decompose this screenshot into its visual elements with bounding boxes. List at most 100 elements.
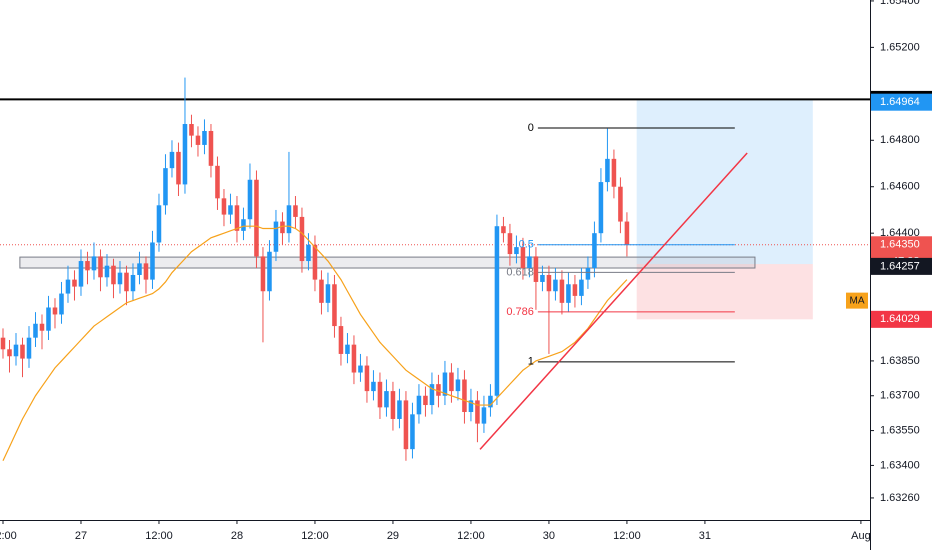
- y-tick-label: 1.65400: [880, 0, 920, 7]
- candle-body: [247, 179, 253, 220]
- candle-body: [514, 247, 519, 255]
- x-tick-label: 30: [543, 530, 555, 542]
- candle-body: [241, 219, 246, 231]
- y-tick-label: 1.63550: [880, 424, 920, 436]
- candle-body: [501, 226, 506, 234]
- x-tick-label: 12:00: [301, 530, 329, 542]
- candle-body: [546, 274, 552, 292]
- trendline: [479, 152, 748, 450]
- candle-body: [280, 221, 285, 234]
- candle-body: [215, 165, 220, 199]
- candle-body: [306, 244, 311, 262]
- candle-body: [39, 323, 45, 331]
- candle-body: [449, 372, 454, 392]
- candle-body: [332, 284, 337, 327]
- zone: [19, 256, 756, 269]
- candle-body: [358, 365, 363, 373]
- y-tick-label: 1.64800: [880, 134, 920, 146]
- y-tick-label: 1.64600: [880, 181, 920, 193]
- candle-body: [13, 344, 19, 357]
- candle-body: [260, 256, 266, 292]
- candle-body: [410, 414, 415, 450]
- candle-body: [143, 263, 149, 280]
- x-tick-label: 12:00: [0, 530, 17, 542]
- candle-body: [416, 395, 422, 415]
- candle-body: [169, 151, 175, 169]
- candle-body: [156, 205, 162, 243]
- candle-body: [618, 186, 623, 222]
- candle-body: [384, 391, 389, 408]
- x-tick-label: Aug: [851, 530, 871, 542]
- x-tick-label: 28: [231, 530, 243, 542]
- candle-body: [163, 168, 168, 206]
- candle-body: [527, 256, 532, 269]
- candle-body: [85, 261, 90, 271]
- price-label-box: [871, 310, 932, 328]
- candle-body: [189, 124, 194, 136]
- ma-label: MA: [850, 295, 865, 306]
- candle-body: [26, 337, 32, 359]
- candle-body: [553, 279, 558, 292]
- candle-body: [390, 391, 396, 419]
- candle-body: [293, 205, 298, 217]
- candle-body: [325, 284, 331, 303]
- candle-body: [111, 265, 116, 285]
- price-label-box: [871, 93, 932, 111]
- candle-body: [494, 226, 500, 396]
- candle-body: [429, 384, 435, 406]
- candle-body: [319, 279, 324, 303]
- x-tick-label: 27: [75, 530, 87, 542]
- candle-body: [442, 372, 448, 396]
- candle-body: [364, 365, 370, 392]
- candle-body: [475, 400, 480, 424]
- candle-body: [46, 307, 51, 331]
- candle-body: [371, 381, 376, 392]
- candle-body: [176, 151, 181, 185]
- x-tick-label: 31: [699, 530, 711, 542]
- price-label: 1.64029: [880, 313, 920, 325]
- price-label: 1.64964: [880, 96, 920, 108]
- candle-body: [234, 205, 240, 231]
- candle-body: [195, 135, 201, 145]
- candle-body: [488, 395, 493, 408]
- candle-body: [124, 272, 129, 292]
- y-tick-label: 1.63850: [880, 355, 920, 367]
- candle-body: [254, 179, 259, 257]
- candle-body: [130, 274, 136, 292]
- y-tick-label: 1.63400: [880, 459, 920, 471]
- candle-body: [455, 379, 461, 392]
- candle-body: [137, 263, 142, 275]
- candle-body: [520, 247, 526, 269]
- candle-body: [585, 268, 591, 280]
- price-label-box: [871, 257, 932, 275]
- candle-body: [65, 279, 71, 294]
- candle-body: [208, 130, 214, 166]
- y-tick-label: 1.63260: [880, 492, 920, 504]
- candle-body: [579, 279, 584, 296]
- candle-body: [540, 274, 545, 282]
- candle-body: [20, 344, 25, 359]
- candle-body: [605, 158, 610, 183]
- candle-body: [33, 323, 38, 338]
- candle-body: [436, 384, 441, 396]
- candle-body: [507, 233, 513, 255]
- y-tick-label: 1.65200: [880, 41, 920, 53]
- candle-body: [624, 221, 630, 245]
- candle-body: [150, 242, 155, 280]
- x-tick-label: 12:00: [145, 530, 173, 542]
- fib-label: 0: [528, 122, 534, 134]
- candle-body: [377, 381, 383, 408]
- y-tick-label: 1.64400: [880, 227, 920, 239]
- candle-body: [351, 344, 357, 373]
- candle-body: [423, 395, 428, 406]
- fib-label: 0.786: [506, 306, 534, 318]
- candle-body: [566, 284, 571, 303]
- candle-body: [598, 182, 604, 234]
- price-label: 1.64257: [880, 260, 920, 272]
- candle-body: [182, 124, 188, 185]
- candle-body: [72, 279, 77, 287]
- candle-body: [59, 293, 64, 315]
- candle-body: [117, 272, 123, 285]
- candle-body: [221, 198, 227, 215]
- candle-body: [52, 307, 58, 315]
